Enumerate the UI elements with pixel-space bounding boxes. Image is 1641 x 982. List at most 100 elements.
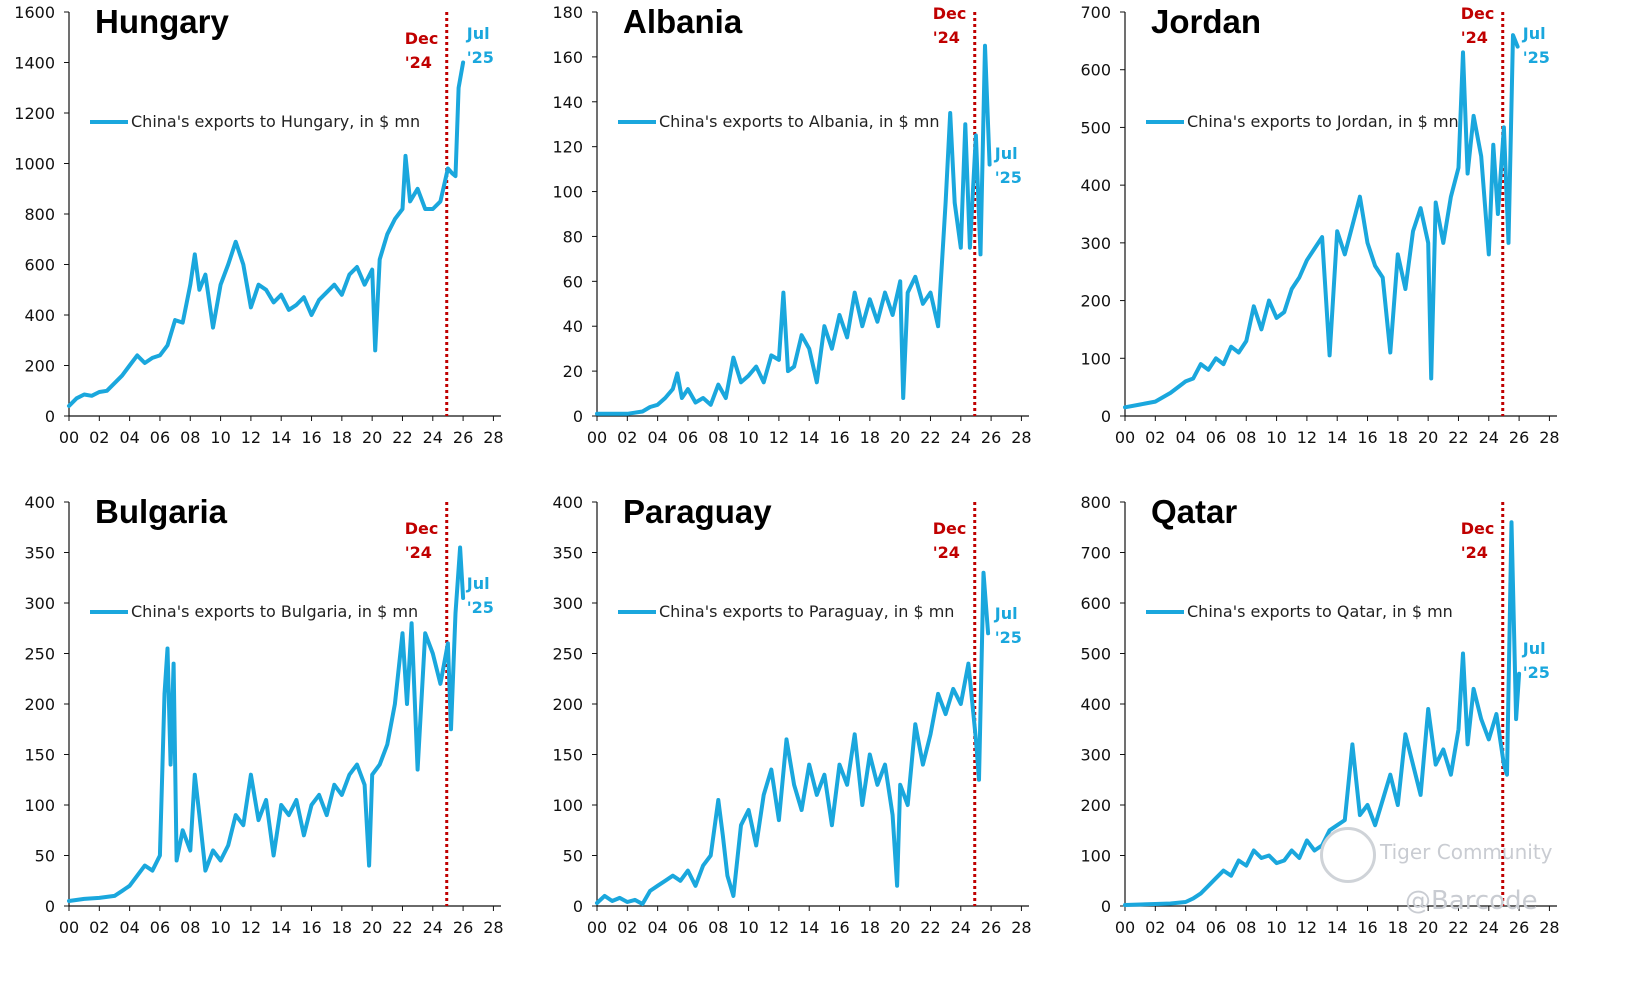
y-tick-label: 200 xyxy=(1080,292,1111,311)
y-tick-label: 200 xyxy=(24,357,55,376)
x-tick-label: 22 xyxy=(920,428,940,447)
x-tick-label: 04 xyxy=(1175,918,1195,937)
x-tick-label: 02 xyxy=(89,428,109,447)
x-tick-label: 04 xyxy=(1175,428,1195,447)
jul-label-year: '25 xyxy=(466,48,494,67)
y-tick-label: 600 xyxy=(1080,594,1111,613)
x-tick-label: 06 xyxy=(1206,428,1226,447)
jul-label-month: Jul xyxy=(994,604,1018,623)
y-tick-label: 500 xyxy=(1080,645,1111,664)
y-tick-label: 800 xyxy=(24,205,55,224)
x-tick-label: 10 xyxy=(1266,918,1286,937)
jul-label-year: '25 xyxy=(1522,48,1550,67)
legend-swatch xyxy=(90,119,128,124)
jul-label-year: '25 xyxy=(994,168,1022,187)
x-tick-label: 12 xyxy=(1297,428,1317,447)
x-tick-label: 22 xyxy=(920,918,940,937)
x-tick-label: 00 xyxy=(587,428,607,447)
y-tick-label: 1600 xyxy=(14,3,55,22)
y-tick-label: 600 xyxy=(24,256,55,275)
x-tick-label: 20 xyxy=(890,918,910,937)
legend-label: China's exports to Qatar, in $ mn xyxy=(1187,602,1453,621)
chart-title: Jordan xyxy=(1151,3,1262,40)
x-tick-label: 14 xyxy=(799,428,819,447)
y-tick-label: 50 xyxy=(563,847,583,866)
y-tick-label: 300 xyxy=(552,594,583,613)
x-tick-label: 00 xyxy=(1115,918,1135,937)
x-tick-label: 04 xyxy=(647,918,667,937)
x-tick-label: 28 xyxy=(483,918,503,937)
legend-swatch xyxy=(618,119,656,124)
x-tick-label: 26 xyxy=(453,918,473,937)
dec-label-year: '24 xyxy=(404,543,432,562)
jul-label-year: '25 xyxy=(1522,663,1550,682)
legend-label: China's exports to Paraguay, in $ mn xyxy=(659,602,955,621)
chart-legend: China's exports to Qatar, in $ mn xyxy=(1146,602,1453,621)
y-tick-label: 0 xyxy=(1101,407,1111,426)
x-tick-label: 06 xyxy=(150,918,170,937)
y-tick-label: 100 xyxy=(1080,847,1111,866)
dec-24-label: Dec '24 xyxy=(1461,2,1495,50)
series-line xyxy=(595,43,992,416)
x-tick-label: 18 xyxy=(860,918,880,937)
x-tick-label: 00 xyxy=(587,918,607,937)
y-tick-label: 180 xyxy=(552,3,583,22)
chart-legend: China's exports to Hungary, in $ mn xyxy=(90,112,420,131)
legend-swatch xyxy=(618,609,656,614)
dec-label-year: '24 xyxy=(1460,28,1488,47)
y-tick-label: 200 xyxy=(1080,796,1111,815)
y-tick-label: 40 xyxy=(563,317,583,336)
y-tick-label: 1000 xyxy=(14,155,55,174)
dec-label-month: Dec xyxy=(1460,519,1495,538)
legend-swatch xyxy=(1146,119,1184,124)
x-tick-label: 18 xyxy=(860,428,880,447)
jul-25-label: Jul '25 xyxy=(1523,22,1550,70)
y-tick-label: 1200 xyxy=(14,104,55,123)
dec-label-month: Dec xyxy=(932,519,967,538)
dec-label-year: '24 xyxy=(932,543,960,562)
dec-24-label: Dec '24 xyxy=(933,517,967,565)
x-tick-label: 24 xyxy=(1479,428,1499,447)
y-tick-label: 700 xyxy=(1080,544,1111,563)
series-line xyxy=(1123,520,1522,907)
jul-25-label: Jul '25 xyxy=(995,602,1022,650)
x-tick-label: 10 xyxy=(1266,428,1286,447)
y-tick-label: 150 xyxy=(552,746,583,765)
x-tick-label: 22 xyxy=(1448,918,1468,937)
chart-legend: China's exports to Paraguay, in $ mn xyxy=(618,602,954,621)
x-tick-label: 10 xyxy=(738,428,758,447)
y-tick-label: 400 xyxy=(24,493,55,512)
x-tick-label: 04 xyxy=(647,428,667,447)
x-tick-label: 18 xyxy=(1388,918,1408,937)
x-tick-label: 20 xyxy=(1418,918,1438,937)
x-tick-label: 18 xyxy=(332,918,352,937)
x-tick-label: 02 xyxy=(1145,918,1165,937)
jul-label-month: Jul xyxy=(1522,24,1546,43)
chart-title: Qatar xyxy=(1151,493,1238,530)
x-tick-label: 12 xyxy=(241,428,261,447)
y-tick-label: 300 xyxy=(24,594,55,613)
x-tick-label: 28 xyxy=(483,428,503,447)
x-tick-label: 24 xyxy=(951,428,971,447)
chart-title: Bulgaria xyxy=(95,493,228,530)
dec-label-year: '24 xyxy=(932,28,960,47)
dec-label-month: Dec xyxy=(404,29,439,48)
chart-legend: China's exports to Jordan, in $ mn xyxy=(1146,112,1459,131)
x-tick-label: 08 xyxy=(708,428,728,447)
y-tick-label: 0 xyxy=(45,407,55,426)
legend-label: China's exports to Bulgaria, in $ mn xyxy=(131,602,419,621)
x-tick-label: 26 xyxy=(981,918,1001,937)
x-tick-label: 14 xyxy=(271,428,291,447)
x-tick-label: 26 xyxy=(981,428,1001,447)
y-tick-label: 250 xyxy=(552,645,583,664)
x-tick-label: 12 xyxy=(1297,918,1317,937)
chart-title: Albania xyxy=(623,3,743,40)
y-tick-label: 200 xyxy=(24,695,55,714)
x-tick-label: 16 xyxy=(829,918,849,937)
x-tick-label: 08 xyxy=(708,918,728,937)
legend-swatch xyxy=(1146,609,1184,614)
x-tick-label: 26 xyxy=(1509,428,1529,447)
